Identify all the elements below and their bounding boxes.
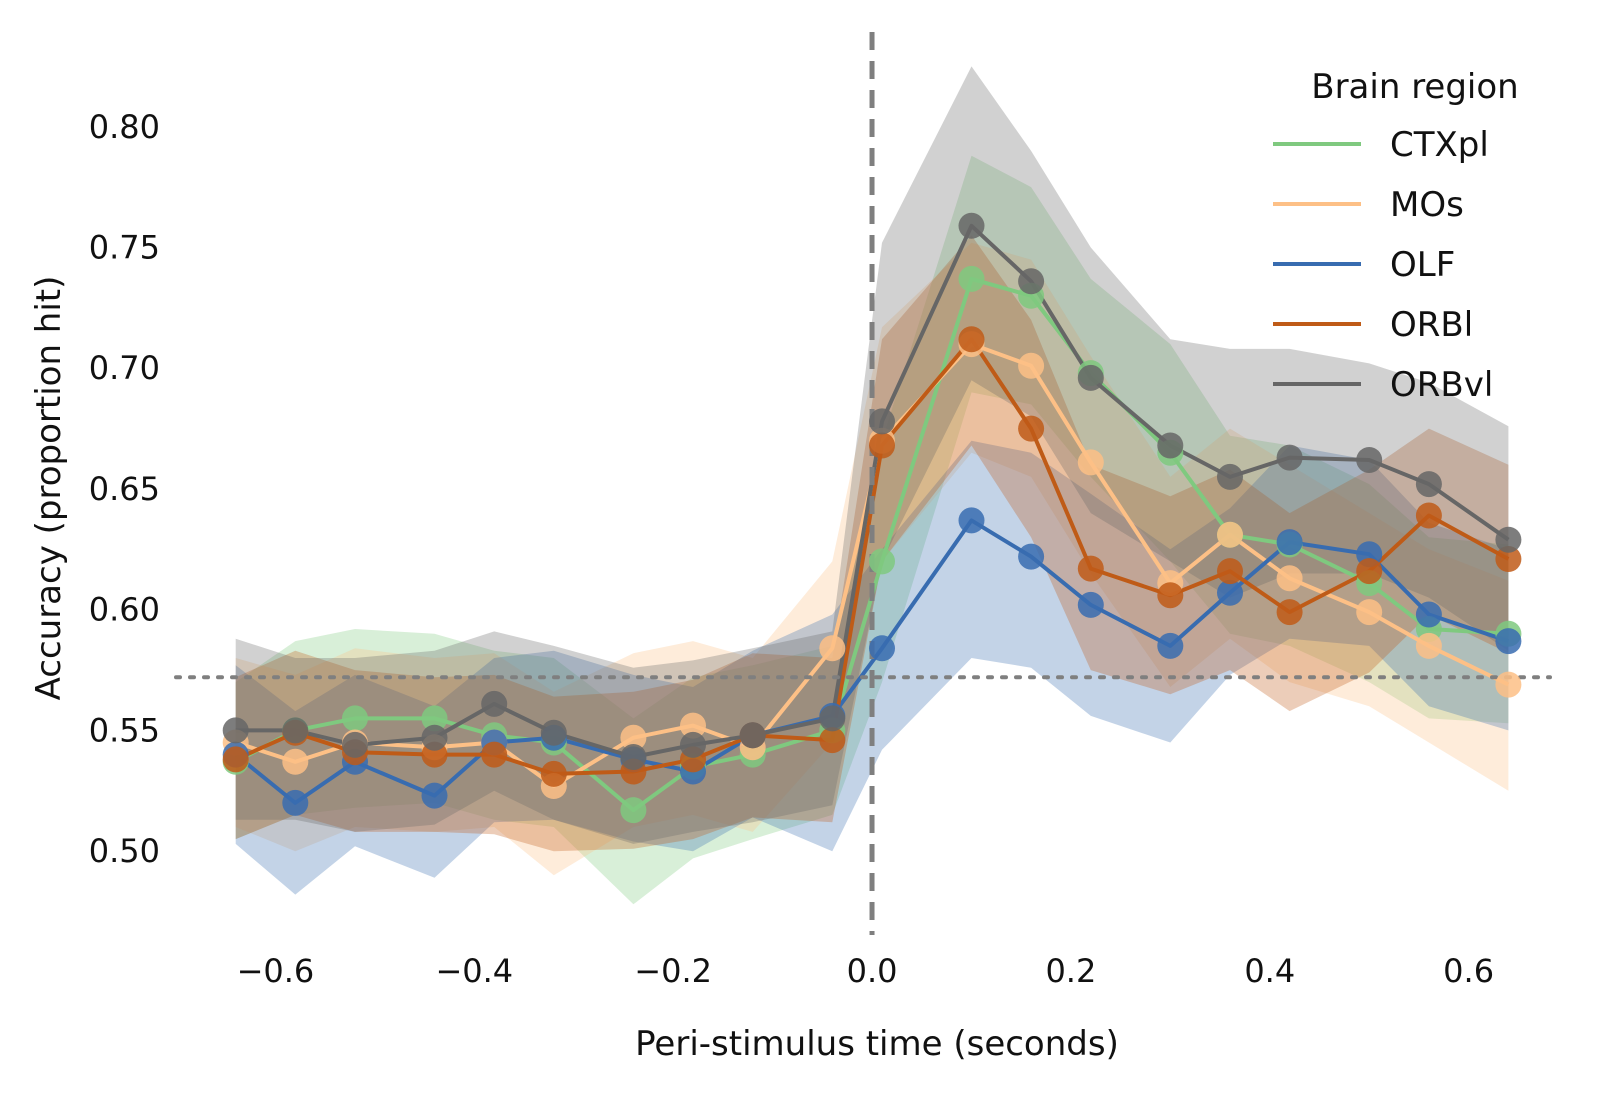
legend-label-olf: OLF	[1390, 245, 1455, 285]
point-orbvl	[1077, 364, 1104, 391]
x-tick-label: 0.0	[847, 952, 898, 990]
point-orbl	[540, 760, 567, 787]
point-orbl	[1157, 582, 1184, 609]
point-orbl	[1415, 502, 1442, 529]
point-mos	[1217, 521, 1243, 548]
point-mos	[1077, 449, 1104, 476]
x-tick-label: −0.6	[237, 952, 315, 990]
legend-label-orbl: ORBl	[1390, 305, 1473, 345]
point-olf	[282, 789, 309, 816]
point-ctxpl	[421, 705, 448, 732]
point-orbvl	[342, 731, 368, 758]
legend-label-ctxpl: CTXpl	[1390, 125, 1489, 165]
x-tick-label: 0.2	[1045, 952, 1096, 990]
point-mos	[1356, 599, 1383, 626]
y-tick-label: 0.65	[89, 470, 160, 508]
point-olf	[1217, 579, 1243, 606]
point-olf	[1495, 628, 1522, 655]
point-olf	[869, 635, 895, 662]
point-mos	[680, 712, 706, 739]
point-orbvl	[421, 724, 448, 751]
point-mos	[282, 748, 309, 775]
legend-label-mos: MOs	[1390, 185, 1464, 225]
x-axis: −0.6 −0.4 −0.2 0.0 0.2 0.4 0.6	[237, 952, 1494, 990]
point-orbl	[1276, 599, 1303, 626]
point-orbl	[1018, 415, 1045, 442]
band-orbl	[235, 235, 1509, 852]
point-orbvl	[540, 719, 567, 746]
point-olf	[958, 507, 985, 534]
y-axis-title: Accuracy (proportion hit)	[29, 276, 69, 701]
point-mos	[620, 724, 647, 751]
point-orbl	[958, 326, 985, 353]
legend-label-orbvl: ORBvl	[1390, 365, 1493, 405]
point-orbvl	[1276, 444, 1303, 471]
y-axis: 0.50 0.55 0.60 0.65 0.70 0.75 0.80	[89, 108, 160, 870]
point-mos	[1495, 671, 1522, 698]
point-ctxpl	[869, 548, 895, 575]
point-orbvl	[222, 717, 249, 744]
x-tick-label: −0.2	[634, 952, 712, 990]
point-orbl	[869, 432, 895, 459]
point-orbvl	[1018, 268, 1045, 295]
point-orbvl	[1356, 447, 1383, 473]
point-orbvl	[1157, 432, 1184, 459]
y-tick-label: 0.80	[89, 108, 160, 146]
x-tick-label: 0.4	[1244, 952, 1295, 990]
point-ctxpl	[342, 705, 368, 732]
point-ctxpl	[620, 797, 647, 824]
point-olf	[1077, 591, 1104, 618]
point-olf	[1276, 529, 1303, 556]
x-tick-label: 0.6	[1443, 952, 1494, 990]
point-orbl	[1356, 558, 1383, 585]
point-mos	[819, 635, 846, 662]
point-olf	[421, 782, 448, 809]
point-orbl	[819, 727, 846, 754]
point-orbl	[1077, 555, 1104, 582]
y-tick-label: 0.60	[89, 591, 160, 629]
point-orbl	[481, 741, 508, 768]
x-tick-label: −0.4	[435, 952, 513, 990]
point-orbl	[1495, 546, 1522, 572]
point-orbvl	[869, 408, 895, 435]
point-mos	[1415, 632, 1442, 659]
point-orbvl	[282, 717, 309, 744]
series-points	[222, 212, 1522, 824]
point-ctxpl	[958, 265, 985, 292]
point-orbvl	[680, 731, 706, 758]
y-tick-label: 0.50	[89, 832, 160, 870]
y-tick-label: 0.70	[89, 349, 160, 387]
point-orbvl	[481, 690, 508, 717]
point-olf	[1157, 632, 1184, 659]
x-axis-title: Peri-stimulus time (seconds)	[635, 1024, 1119, 1064]
point-olf	[1415, 601, 1442, 628]
point-orbvl	[1217, 463, 1243, 490]
point-olf	[1018, 543, 1045, 570]
point-orbl	[222, 746, 249, 773]
reference-lines	[174, 32, 1552, 935]
point-orbvl	[819, 705, 846, 732]
legend: Brain region CTXpl MOs OLF ORBl ORBvl	[1273, 67, 1519, 405]
point-mos	[1276, 565, 1303, 592]
legend-title: Brain region	[1311, 67, 1518, 107]
point-orbvl	[1415, 471, 1442, 498]
point-orbvl	[620, 744, 647, 770]
point-orbvl	[1495, 526, 1522, 553]
point-mos	[1018, 352, 1045, 379]
point-orbvl	[958, 212, 985, 239]
point-orbl	[1217, 558, 1243, 585]
point-orbvl	[739, 722, 766, 749]
y-tick-label: 0.55	[89, 711, 160, 749]
y-tick-label: 0.75	[89, 228, 160, 266]
